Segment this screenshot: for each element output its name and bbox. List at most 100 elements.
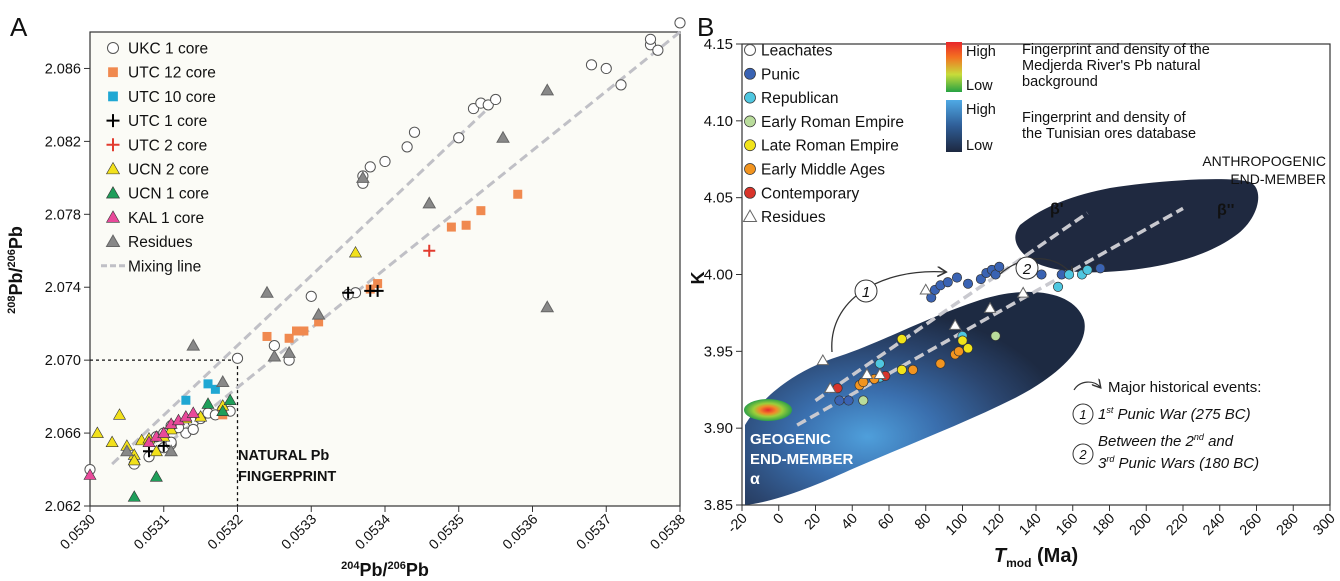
legend-label: UCN 2 core — [128, 162, 209, 179]
events-arrow-icon — [1073, 382, 1100, 391]
x-tick-label: 0 — [771, 511, 788, 528]
data-point — [422, 196, 437, 209]
data-point — [164, 444, 178, 457]
data-point — [284, 333, 294, 343]
panel-a: A 0.0530 0.0531 0.0532 0.0533 0.0534 0.0535 0.… — [6, 12, 688, 580]
x-tick-label: -20 — [725, 511, 751, 537]
data-point — [540, 83, 555, 96]
x-tick-label: 40 — [838, 511, 861, 534]
y-tick-label: 3.95 — [704, 343, 733, 360]
legend-label: UTC 10 core — [128, 89, 216, 106]
panel-a-mixing-lines — [111, 30, 681, 466]
panel-a-y-axis-label: 208Pb/206Pb — [6, 226, 26, 314]
event-1-legend-number: 1 — [1079, 407, 1086, 422]
data-point — [858, 395, 869, 406]
legend-marker — [744, 163, 756, 175]
data-point — [674, 17, 686, 29]
legend-marker — [744, 67, 756, 80]
legend-marker — [105, 234, 121, 247]
beta-prime-label: β' — [1050, 201, 1064, 218]
x-tick-label: 180 — [1090, 511, 1118, 539]
legend-label: Punic — [761, 66, 800, 83]
data-point — [990, 330, 1001, 341]
data-point — [834, 395, 845, 406]
data-point — [919, 283, 933, 295]
data-point — [962, 278, 974, 289]
y-tick-label: 4.05 — [704, 190, 733, 207]
x-tick-label: 0.0531 — [130, 511, 172, 553]
data-point — [935, 358, 946, 369]
legend-marker — [108, 67, 118, 78]
data-point — [482, 99, 494, 111]
legend-label: UTC 1 core — [128, 113, 207, 130]
anthropogenic-label-line2: END-MEMBER — [1230, 171, 1326, 187]
medjerda-low-label: Low — [966, 78, 993, 94]
y-tick-label: 4.10 — [704, 113, 733, 130]
x-tick-label: 200 — [1127, 511, 1155, 539]
data-point — [1036, 269, 1047, 280]
x-tick-label: 120 — [980, 511, 1008, 539]
legend-label: UCN 1 core — [128, 186, 209, 203]
legend-marker — [105, 210, 121, 223]
legend-marker — [105, 161, 121, 175]
data-point — [181, 395, 191, 405]
x-tick-label: 0.0530 — [57, 511, 99, 553]
data-point — [513, 189, 523, 199]
event-2-marker — [1015, 256, 1039, 280]
data-point — [496, 130, 510, 143]
y-tick-label: 2.074 — [45, 280, 81, 296]
medjerda-density-colorbar — [946, 42, 962, 92]
data-point — [896, 364, 907, 375]
mixing-line — [796, 206, 1184, 427]
event-2-arrow — [999, 258, 1072, 275]
data-point — [314, 317, 324, 327]
data-point — [105, 435, 119, 447]
data-point — [203, 379, 213, 389]
legend-label: Late Roman Empire — [761, 138, 899, 155]
y-tick-label: 4.15 — [704, 36, 733, 53]
medjerda-desc-line1: Fingerprint and density of the — [1022, 42, 1210, 58]
x-tick-label: 100 — [943, 511, 971, 539]
x-tick-label: 0.0536 — [499, 511, 541, 553]
legend-marker — [744, 91, 756, 104]
data-point — [951, 272, 963, 283]
data-point — [401, 141, 413, 153]
data-point — [127, 453, 141, 466]
legend-label: UKC 1 core — [128, 41, 208, 58]
anthropogenic-end-member-cloud — [1015, 179, 1259, 273]
panel-b-points — [816, 261, 1106, 406]
data-point — [371, 284, 384, 297]
data-point — [994, 261, 1005, 272]
y-tick-label: 2.086 — [45, 61, 81, 77]
data-point — [305, 290, 317, 302]
events-title: Major historical events: — [1108, 379, 1261, 396]
legend-marker — [108, 91, 118, 102]
y-tick-label: 3.90 — [704, 420, 733, 437]
data-point — [216, 404, 230, 417]
mixing-line — [148, 30, 681, 460]
legend-label: KAL 1 core — [128, 210, 204, 227]
legend-marker — [744, 115, 756, 128]
geogenic-label-line2: END-MEMBER — [750, 451, 853, 468]
data-point — [231, 352, 244, 364]
data-point — [292, 326, 301, 336]
x-tick-label: 220 — [1163, 511, 1191, 539]
event-1-marker-number: 1 — [862, 284, 870, 301]
data-point — [267, 349, 282, 362]
event-2-legend-number: 2 — [1078, 447, 1087, 462]
natural-fingerprint-box — [90, 359, 239, 506]
x-tick-label: 80 — [912, 511, 935, 534]
data-point — [615, 79, 627, 91]
y-tick-label: 2.070 — [45, 353, 81, 369]
data-point — [186, 406, 200, 418]
data-point — [1082, 264, 1093, 275]
data-point — [364, 161, 376, 173]
data-point — [187, 423, 199, 436]
legend-marker — [106, 114, 120, 128]
legend-label: Mixing line — [128, 258, 201, 275]
data-point — [1095, 263, 1106, 274]
data-point — [311, 307, 326, 320]
legend-marker — [106, 138, 120, 152]
legend-label: Leachates — [761, 43, 833, 60]
